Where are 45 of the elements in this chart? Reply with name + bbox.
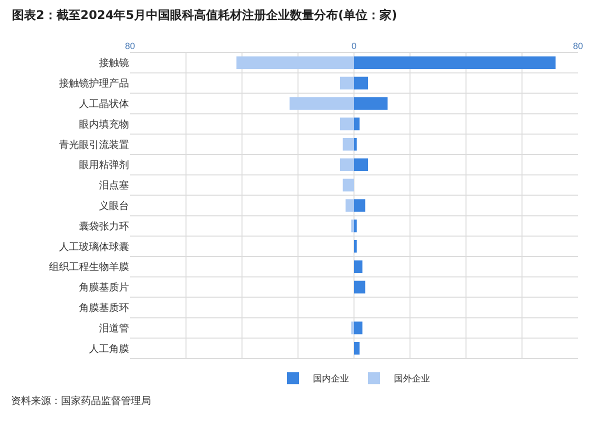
y-tick-label: 人工玻璃体球囊: [59, 240, 129, 253]
bar: [354, 260, 362, 274]
text: 资料来源：国家药品监督管理局: [11, 395, 151, 407]
bar: [340, 118, 354, 130]
bar: [290, 97, 354, 110]
bar: [236, 56, 354, 70]
y-tick-label: 眼用粘弹剂: [79, 159, 129, 172]
bar: [354, 76, 368, 90]
y-tick-label: 囊袋张力环: [79, 220, 129, 232]
y-tick-label: 眼内填充物: [79, 118, 129, 130]
y-tick-label: 组织工程生物羊膜: [49, 261, 129, 274]
bar: [354, 56, 556, 70]
bar: [346, 199, 354, 212]
bar: [351, 220, 354, 232]
y-tick-label: 接触镜护理产品: [59, 78, 129, 90]
bar: [354, 118, 360, 130]
bar: [354, 158, 368, 172]
y-tick-label: 泪点塞: [99, 180, 129, 192]
y-tick-label: 角膜基质环: [79, 302, 129, 314]
bar: [354, 322, 362, 334]
bar: [342, 178, 354, 192]
x-tick-label: 80: [572, 41, 584, 52]
y-tick-label: 角膜基质片: [79, 282, 129, 294]
bar: [351, 322, 354, 334]
y-tick-label: 人工角膜: [89, 342, 129, 355]
bar: [354, 220, 357, 232]
bar: [340, 76, 354, 90]
legend-label: 国内企业: [313, 374, 349, 385]
bar: [354, 342, 360, 355]
y-tick-label: 义眼台: [99, 200, 129, 212]
y-tick-label: 青光眼引流装置: [59, 138, 129, 151]
bar: [342, 138, 354, 151]
legend-label: 国外企业: [394, 374, 430, 385]
bar: [354, 240, 357, 253]
bar: [354, 280, 366, 294]
chart-title: 图表2：截至2024年5月中国眼科高值耗材注册企业数量分布(单位：家): [12, 8, 398, 22]
bar: [354, 97, 388, 110]
x-tick-label: 0: [351, 41, 357, 52]
bar: [340, 158, 354, 172]
bar: [354, 199, 366, 212]
bar: [354, 138, 357, 151]
x-tick-label: 80: [124, 41, 136, 52]
y-tick-label: 泪道管: [99, 322, 129, 334]
y-tick-label: 接触镜: [99, 57, 129, 70]
y-tick-label: 人工晶状体: [79, 98, 129, 110]
